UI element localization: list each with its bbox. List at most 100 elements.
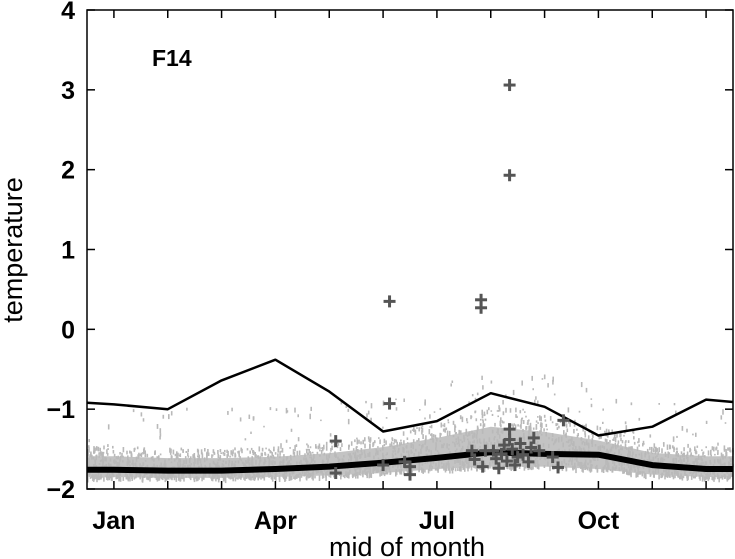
spread-speck — [680, 461, 682, 467]
spread-speck — [602, 466, 605, 471]
spread-speck — [454, 425, 457, 428]
spread-speck — [613, 452, 616, 455]
spread-speck — [548, 437, 550, 440]
spread-speck — [553, 458, 556, 463]
spread-speck — [230, 451, 233, 454]
spread-speck — [113, 459, 115, 464]
outlier-marker — [475, 301, 488, 314]
spread-speck — [720, 463, 723, 467]
spread-speck — [398, 448, 400, 453]
spread-speck — [171, 472, 174, 477]
spread-speck — [399, 442, 401, 447]
spread-speck — [139, 474, 141, 480]
spread-speck — [696, 445, 699, 448]
spread-speck — [573, 466, 576, 470]
spread-speck — [217, 477, 220, 483]
spread-speck — [136, 446, 139, 450]
spread-speck — [622, 469, 624, 474]
spread-speck — [310, 452, 312, 456]
spread-speck — [169, 447, 171, 453]
spread-speck — [273, 446, 275, 452]
spread-speck — [190, 463, 192, 466]
spread-speck — [571, 460, 573, 465]
spread-speck — [369, 466, 371, 470]
spread-speck — [380, 465, 382, 468]
spread-speck — [534, 443, 537, 446]
spread-speck — [466, 418, 468, 422]
spread-speck — [534, 458, 537, 463]
spread-speck — [590, 464, 592, 469]
spread-speck — [375, 470, 378, 473]
spread-speck — [88, 464, 90, 468]
spread-speck — [681, 426, 684, 431]
spread-speck — [356, 446, 358, 448]
spread-speck — [275, 408, 278, 411]
spread-speck — [628, 451, 630, 456]
spread-speck — [187, 455, 190, 458]
spread-speck — [532, 463, 535, 466]
spread-speck — [212, 472, 214, 478]
spread-speck — [177, 464, 180, 468]
spread-speck — [515, 414, 517, 418]
spread-speck — [458, 443, 461, 447]
spread-speck — [481, 414, 484, 419]
spread-speck — [105, 464, 108, 468]
spread-speck — [356, 439, 359, 445]
spread-speck — [658, 403, 660, 405]
spread-speck — [558, 437, 560, 443]
spread-speck — [560, 436, 563, 442]
spread-speck — [269, 450, 272, 454]
spread-speck — [418, 462, 421, 467]
spread-speck — [497, 409, 500, 412]
spread-speck — [342, 474, 345, 478]
spread-speck — [312, 470, 315, 476]
spread-speck — [451, 468, 454, 474]
spread-speck — [435, 462, 437, 467]
spread-speck — [493, 442, 496, 446]
spread-speck — [676, 471, 678, 474]
spread-speck — [200, 449, 203, 455]
spread-speck — [636, 463, 639, 469]
spread-speck — [470, 415, 473, 418]
spread-speck — [728, 461, 730, 466]
spread-speck — [204, 472, 207, 477]
spread-speck — [283, 454, 285, 458]
spread-speck — [320, 447, 322, 449]
spread-speck — [106, 475, 108, 480]
spread-speck — [365, 400, 367, 404]
spread-speck — [611, 470, 613, 473]
spread-speck — [150, 474, 152, 478]
spread-speck — [159, 433, 162, 437]
spread-speck — [649, 434, 652, 438]
spread-speck — [223, 472, 226, 476]
spread-speck — [259, 456, 261, 459]
spread-speck — [447, 419, 449, 422]
spread-speck — [92, 474, 95, 477]
spread-speck — [584, 430, 586, 435]
x-tick-label: Jan — [92, 507, 135, 535]
spread-speck — [580, 382, 583, 388]
spread-speck — [110, 463, 112, 467]
spread-speck — [576, 449, 579, 453]
spread-speck — [617, 443, 619, 448]
spread-speck — [170, 411, 173, 416]
spread-speck — [385, 470, 388, 475]
spread-speck — [416, 439, 418, 442]
spread-speck — [321, 473, 324, 479]
spread-speck — [685, 462, 688, 464]
spread-speck — [380, 469, 382, 472]
spread-speck — [661, 448, 663, 454]
spread-speck — [617, 440, 620, 444]
spread-speck — [321, 471, 323, 475]
spread-speck — [305, 448, 308, 451]
spread-speck — [528, 443, 530, 446]
spread-speck — [252, 450, 254, 454]
spread-speck — [454, 450, 457, 456]
spread-speck — [730, 463, 732, 466]
spread-speck — [559, 421, 562, 423]
spread-speck — [370, 403, 373, 409]
spread-speck — [350, 457, 352, 463]
spread-speck — [247, 459, 249, 463]
spread-speck — [693, 476, 696, 479]
spread-speck — [618, 467, 620, 470]
